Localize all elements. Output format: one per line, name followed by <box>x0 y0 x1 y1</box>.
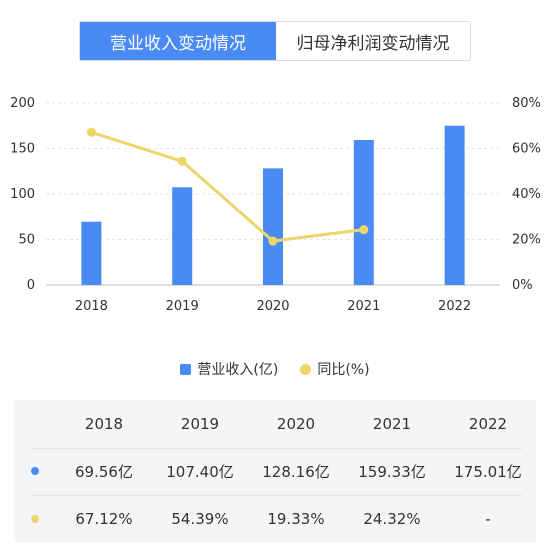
revenue-chart: 0 50 100 150 200 0% 20% 40% 60% 80% 2018 2019 2020 20… <box>10 96 541 310</box>
y-left-tick-label: 200 <box>10 96 35 111</box>
yoy-cell: 19.33% <box>267 510 325 528</box>
legend-item-revenue[interactable]: 营业收入(亿) <box>180 359 278 379</box>
table-divider <box>32 495 522 496</box>
yoy-bullet-icon <box>31 515 39 523</box>
revenue-bullet-cell <box>14 467 56 475</box>
table-header-row: 2018 2019 2020 2021 2022 <box>14 400 536 448</box>
yoy-cell: - <box>485 510 491 528</box>
yoy-cell: 67.12% <box>75 510 133 528</box>
year-cell: 2020 <box>276 415 316 433</box>
revenue-cell: 128.16亿 <box>262 462 330 481</box>
legend-bar-swatch <box>180 363 192 375</box>
y-right-tick-label: 20% <box>512 233 541 248</box>
yoy-point <box>268 236 278 246</box>
revenue-bullet-icon <box>31 467 39 475</box>
yoy-point <box>177 156 187 166</box>
year-cell: 2019 <box>180 415 220 433</box>
legend-line-swatch <box>300 363 312 375</box>
revenue-cell: 107.40亿 <box>166 462 234 481</box>
y-left-tick-label: 50 <box>18 233 35 248</box>
revenue-cell: 159.33亿 <box>358 462 426 481</box>
chart-legend: 营业收入(亿) 同比(%) <box>0 359 550 379</box>
revenue-bar <box>263 168 283 285</box>
tab-revenue-change[interactable]: 营业收入变动情况 <box>80 22 276 60</box>
x-tick-label: 2019 <box>166 299 199 310</box>
legend-item-yoy[interactable]: 同比(%) <box>300 359 370 379</box>
year-cell: 2021 <box>372 415 412 433</box>
revenue-bar <box>353 140 374 285</box>
year-cell: 2022 <box>468 415 508 433</box>
yoy-line <box>90 130 364 243</box>
year-cell: 2018 <box>84 415 124 433</box>
revenue-bar <box>172 187 193 285</box>
y-right-tick-label: 80% <box>512 96 541 111</box>
table-row-yoy: 67.12% 54.39% 19.33% 24.32% - <box>14 496 536 542</box>
y-left-tick-label: 100 <box>10 187 35 202</box>
x-tick-label: 2022 <box>438 299 471 310</box>
y-right-tick-label: 60% <box>512 142 541 157</box>
chart-tabs: 营业收入变动情况 归母净利润变动情况 <box>79 21 471 61</box>
x-tick-label: 2020 <box>256 299 289 310</box>
revenue-bar <box>444 125 465 285</box>
y-right-tick-label: 0% <box>512 278 533 293</box>
tab-net-profit-change[interactable]: 归母净利润变动情况 <box>296 33 450 54</box>
yoy-point <box>86 127 96 137</box>
x-tick-label: 2021 <box>347 299 380 310</box>
revenue-cell: 175.01亿 <box>454 462 522 481</box>
table-divider <box>32 448 522 449</box>
y-left-tick-label: 150 <box>10 142 35 157</box>
table-row-revenue: 69.56亿 107.40亿 128.16亿 159.33亿 175.01亿 <box>14 448 536 494</box>
revenue-bar <box>81 221 102 285</box>
legend-label-revenue: 营业收入(亿) <box>197 362 279 378</box>
y-right-tick-label: 40% <box>512 187 541 202</box>
yoy-cell: 24.32% <box>363 510 421 528</box>
y-left-tick-label: 0 <box>27 278 35 293</box>
revenue-cell: 69.56亿 <box>75 462 133 481</box>
yoy-point <box>359 225 369 235</box>
yoy-cell: 54.39% <box>171 510 229 528</box>
data-table: 2018 2019 2020 2021 2022 69.56亿 107.40亿 … <box>14 400 536 542</box>
x-tick-label: 2018 <box>75 299 108 310</box>
yoy-bullet-cell <box>14 515 56 523</box>
legend-label-yoy: 同比(%) <box>317 362 370 378</box>
